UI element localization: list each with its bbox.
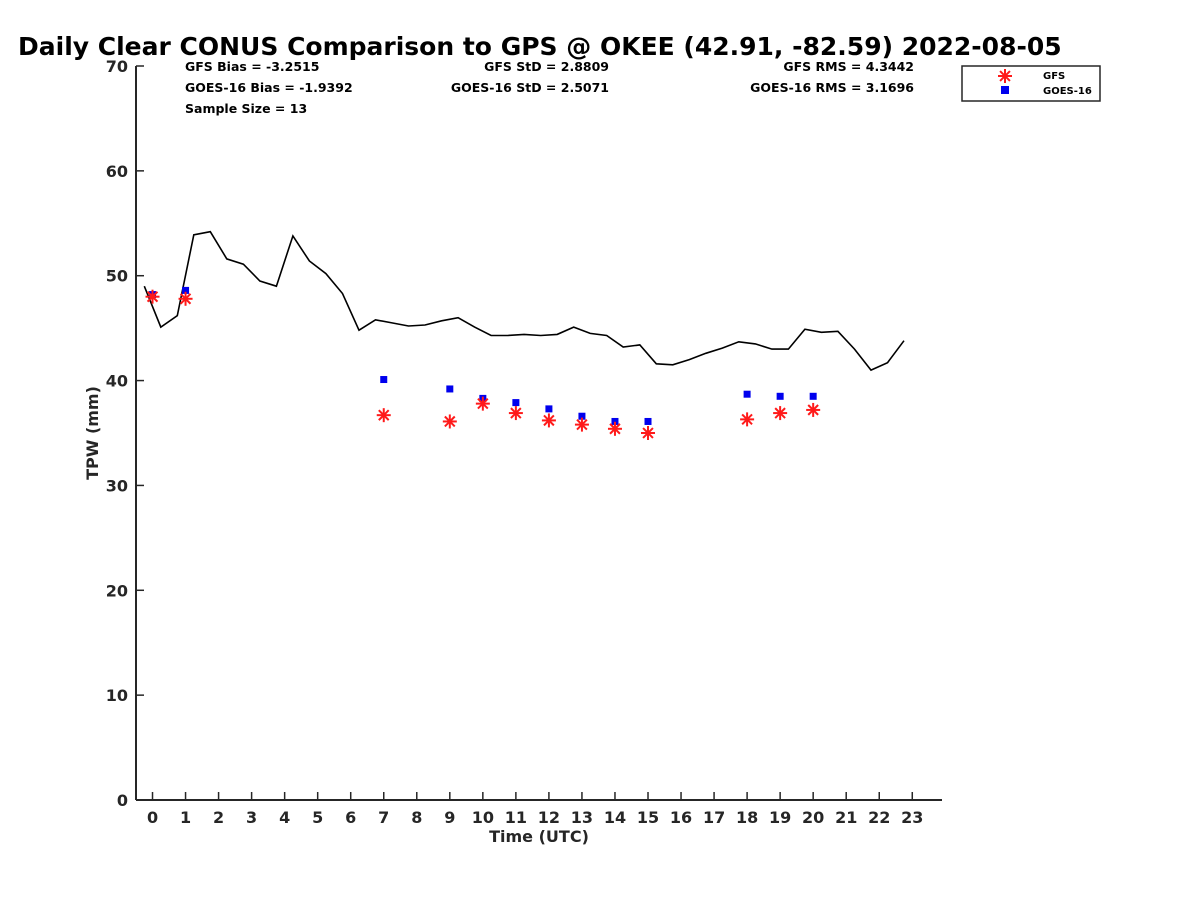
gfs-point: [178, 291, 193, 306]
x-tick-label: 19: [769, 808, 791, 827]
y-ticks: 0 10 20 30 40 50 60 70: [106, 57, 144, 810]
chart-title: Daily Clear CONUS Comparison to GPS @ OK…: [18, 32, 1062, 61]
gfs-point: [508, 406, 523, 421]
x-tick-label: 16: [670, 808, 692, 827]
x-tick-label: 18: [736, 808, 758, 827]
legend: GFS GOES-16: [961, 65, 1101, 102]
y-tick-label: 0: [117, 791, 128, 810]
x-tick-label: 1: [180, 808, 191, 827]
stats-block: GFS Bias = -3.2515 GOES-16 Bias = -1.939…: [185, 59, 914, 116]
y-tick-label: 40: [106, 372, 128, 391]
gfs-point-stroke: [543, 414, 555, 427]
goes-point: [611, 417, 619, 425]
sample-size-stat: Sample Size = 13: [185, 101, 307, 116]
gfs-point-stroke: [444, 415, 456, 428]
goes-point: [182, 286, 190, 294]
x-tick-label: 23: [901, 808, 923, 827]
gfs-point-stroke: [179, 293, 192, 305]
gfs-point-stroke: [576, 418, 588, 431]
goes-point: [644, 417, 652, 425]
x-tick-label: 17: [703, 808, 725, 827]
x-tick-label: 9: [444, 808, 455, 827]
x-tick-label: 15: [637, 808, 659, 827]
gfs-point: [475, 396, 490, 411]
goes-point: [446, 385, 454, 393]
goes-point: [545, 405, 553, 413]
legend-gfs-asterisk-stroke: [999, 70, 1011, 82]
gfs-point-stroke: [510, 407, 522, 419]
legend-gfs-marker: [998, 69, 1012, 83]
gps-tpw-line: [143, 230, 905, 372]
x-tick-label: 4: [279, 808, 290, 827]
legend-goes-marker: [1001, 86, 1009, 94]
gfs-point: [574, 417, 589, 432]
x-tick-label: 5: [312, 808, 323, 827]
gfs-point-stroke: [609, 423, 621, 435]
x-ticks: 0 1 2 3 4 5 6 7 8 9 10 11 12 13 14 15 16 17 18 19 20 21 22 23: [147, 792, 923, 827]
legend-gfs-asterisk: [998, 69, 1012, 83]
gfs-point-stroke: [378, 409, 390, 421]
gfs-rms-stat: GFS RMS = 4.3442: [783, 59, 914, 74]
gfs-point-stroke: [477, 397, 489, 410]
gfs-point-stroke: [807, 404, 819, 416]
gfs-point: [740, 412, 755, 427]
gfs-point: [541, 413, 556, 428]
gfs-point: [607, 421, 622, 436]
goes-std-stat: GOES-16 StD = 2.5071: [451, 80, 609, 95]
plot-area: [143, 230, 905, 440]
gfs-point-stroke: [146, 291, 159, 303]
x-tick-label: 3: [246, 808, 257, 827]
x-tick-label: 20: [802, 808, 824, 827]
y-tick-label: 20: [106, 581, 128, 600]
legend-box: [961, 65, 1101, 102]
y-tick-label: 30: [106, 476, 128, 495]
y-tick-label: 60: [106, 162, 128, 181]
x-tick-label: 6: [345, 808, 356, 827]
goes-bias-stat: GOES-16 Bias = -1.9392: [185, 80, 353, 95]
goes-point: [512, 399, 520, 407]
y-tick-label: 10: [106, 686, 128, 705]
goes-point: [578, 412, 586, 420]
x-tick-label: 22: [868, 808, 890, 827]
goes-point: [809, 392, 817, 400]
gfs-point: [442, 414, 457, 429]
x-tick-label: 13: [571, 808, 593, 827]
goes-point: [776, 392, 784, 400]
legend-label-gfs: GFS: [1043, 71, 1065, 82]
legend-label-goes: GOES-16: [1043, 86, 1092, 97]
gfs-point-stroke: [774, 407, 786, 419]
gfs-point: [376, 408, 391, 423]
y-tick-label: 50: [106, 267, 128, 286]
x-tick-label: 0: [147, 808, 158, 827]
gfs-point-stroke: [741, 413, 753, 426]
gfs-point: [145, 289, 160, 304]
gfs-bias-stat: GFS Bias = -3.2515: [185, 59, 319, 74]
x-tick-label: 14: [604, 808, 626, 827]
gfs-point: [773, 406, 788, 421]
x-tick-label: 8: [411, 808, 422, 827]
goes-point: [743, 390, 751, 398]
gfs-std-stat: GFS StD = 2.8809: [484, 59, 609, 74]
x-tick-label: 12: [538, 808, 560, 827]
y-tick-label: 70: [106, 57, 128, 76]
gfs-point: [806, 402, 821, 417]
x-axis-label: Time (UTC): [489, 827, 589, 846]
x-tick-label: 10: [472, 808, 494, 827]
axes: [135, 66, 942, 801]
x-tick-label: 7: [378, 808, 389, 827]
gfs-point-stroke: [642, 427, 654, 439]
x-tick-label: 2: [213, 808, 224, 827]
goes-rms-stat: GOES-16 RMS = 3.1696: [750, 80, 914, 95]
x-tick-label: 11: [505, 808, 527, 827]
x-tick-label: 21: [835, 808, 857, 827]
y-axis-label: TPW (mm): [83, 386, 102, 480]
gfs-point: [641, 426, 656, 440]
goes-point: [380, 376, 388, 384]
